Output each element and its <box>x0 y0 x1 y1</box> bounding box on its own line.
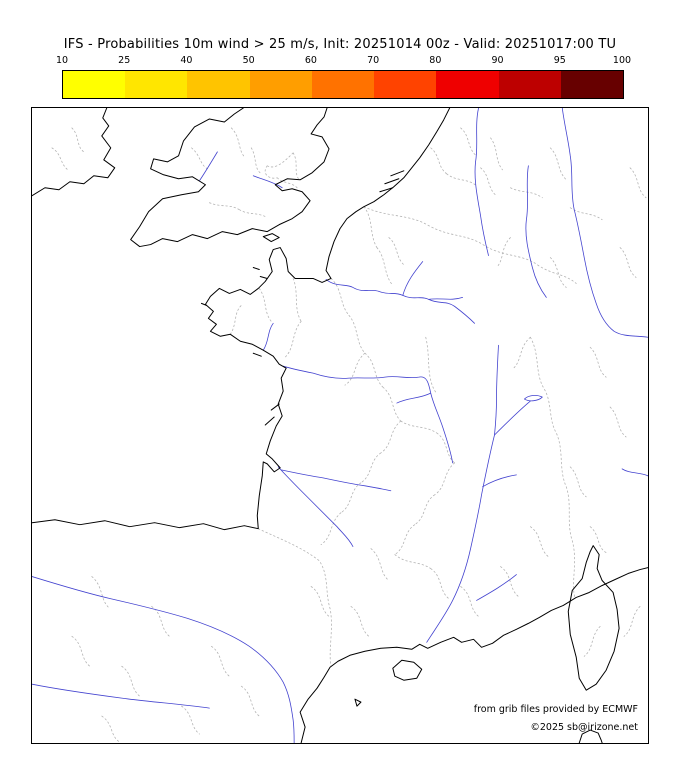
river-meuse <box>474 108 489 256</box>
re-oleron-islands <box>264 403 280 426</box>
river-saone <box>494 344 499 436</box>
colorbar-tick: 60 <box>304 55 317 66</box>
river-ebro <box>32 576 295 743</box>
colorbar-segment <box>125 71 188 98</box>
border-france-northeast <box>363 206 577 284</box>
river-garonne <box>277 466 354 548</box>
colorbar-segment <box>436 71 499 98</box>
credit-source: from grib files provided by ECMWF <box>473 703 638 715</box>
chart-title: IFS - Probabilities 10m wind > 25 m/s, I… <box>63 37 617 52</box>
coastlines <box>32 108 648 743</box>
colorbar-segment <box>63 71 126 98</box>
river-vilaine <box>262 322 274 351</box>
river-severn <box>199 151 218 182</box>
colorbar-tick: 10 <box>55 55 69 66</box>
river-oise <box>402 261 424 296</box>
colorbar-tick: 100 <box>612 55 632 66</box>
coast-sardinia-tip <box>578 729 603 743</box>
boundaries-iberia <box>71 576 260 743</box>
colorbar-tick: 40 <box>180 55 193 66</box>
coast-mediterranean <box>299 567 648 743</box>
boundaries-central-europe <box>430 127 647 657</box>
isle-of-wight <box>262 233 280 243</box>
colorbar-tick: 70 <box>367 55 380 66</box>
map-canvas <box>32 108 648 743</box>
colorbar-ticks: 10 25 40 50 60 70 80 90 95 100 <box>56 55 631 68</box>
river-moselle <box>525 165 547 298</box>
colorbar-tick: 25 <box>118 55 131 66</box>
river-marne <box>428 297 464 300</box>
river-loire <box>282 365 454 464</box>
channel-islands <box>252 266 268 279</box>
border-pyrenees <box>257 528 332 667</box>
balearic-islands <box>354 659 423 707</box>
colorbar-segment <box>374 71 437 98</box>
colorbar-tick: 95 <box>553 55 566 66</box>
belle-ile <box>252 352 262 357</box>
coast-corsica <box>567 545 620 691</box>
boundaries-britain-ireland <box>51 127 300 219</box>
map-frame: from grib files provided by ECMWF ©2025 … <box>31 107 649 744</box>
river-durance <box>476 574 517 601</box>
lake-geneva <box>524 394 543 402</box>
coast-ireland <box>32 108 116 197</box>
zeeland-islands <box>379 170 405 193</box>
river-po <box>621 468 648 477</box>
coast-continent-atlantic <box>32 108 451 531</box>
credit-copyright: ©2025 sb@irizone.net <box>530 722 638 734</box>
map-credits: from grib files provided by ECMWF ©2025 … <box>474 701 638 738</box>
rivers <box>32 108 648 743</box>
river-isere <box>482 474 517 488</box>
river-rhine <box>561 108 648 338</box>
admin-boundaries <box>51 127 647 743</box>
colorbar-tick: 80 <box>429 55 442 66</box>
river-rhone <box>426 400 531 643</box>
colorbar-segment <box>560 71 623 98</box>
colorbar-segment <box>249 71 312 98</box>
river-thames <box>252 175 283 189</box>
river-cher <box>396 392 432 404</box>
colorbar-segment <box>311 71 375 98</box>
border-alps <box>529 336 576 599</box>
coast-great-britain <box>130 108 330 248</box>
colorbar-segment <box>187 71 250 98</box>
colorbar-segment <box>498 71 561 98</box>
colorbar-tick: 90 <box>491 55 504 66</box>
river-dordogne <box>280 469 392 492</box>
colorbar-tick: 50 <box>242 55 255 66</box>
river-seine <box>325 279 475 324</box>
boundaries-france <box>229 206 549 637</box>
colorbar <box>62 70 624 99</box>
river-duero <box>32 683 210 709</box>
